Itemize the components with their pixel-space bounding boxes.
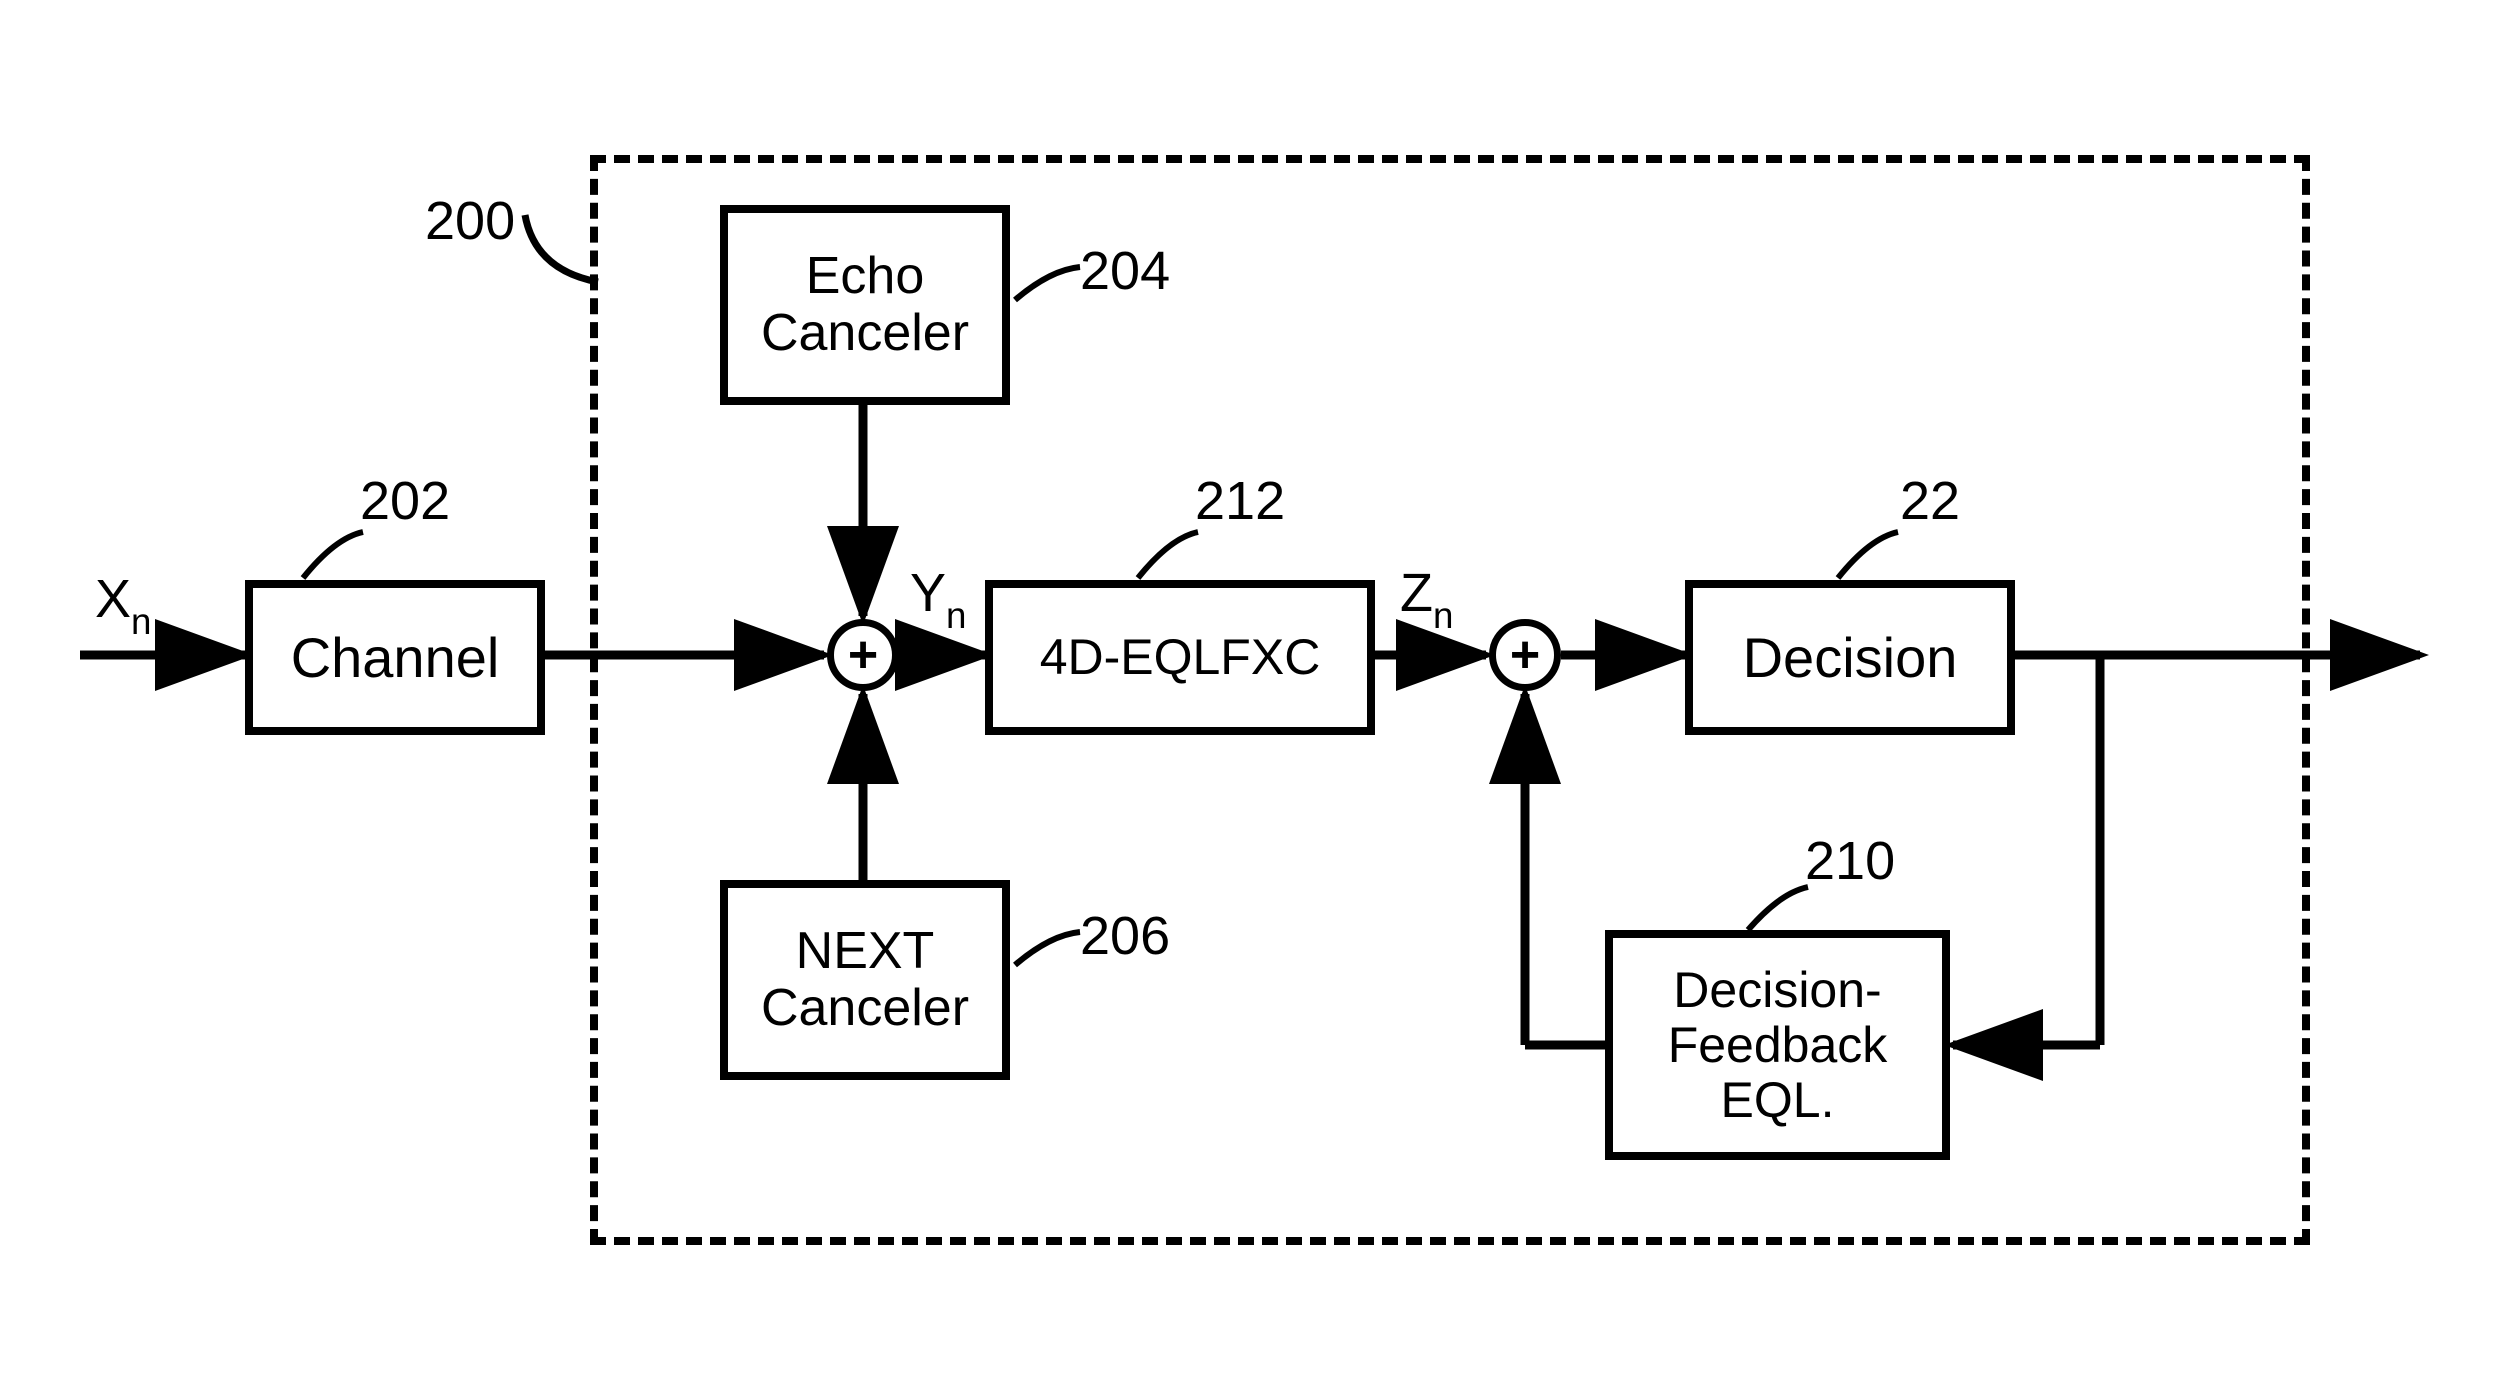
block-echo-canceler: EchoCanceler <box>720 205 1010 405</box>
signal-yn-text: Y <box>910 563 946 623</box>
block-dfe-label: Decision-FeedbackEQL. <box>1668 963 1888 1128</box>
block-echo-label: EchoCanceler <box>761 248 969 362</box>
signal-zn: Zn <box>1400 562 1453 632</box>
block-eql-label: 4D-EQLFXC <box>1040 630 1321 685</box>
signal-xn-sub: n <box>131 601 151 642</box>
ref-206: 206 <box>1080 905 1170 967</box>
signal-zn-sub: n <box>1433 595 1453 636</box>
summer-1: + <box>827 619 899 691</box>
summer-1-symbol: + <box>848 625 878 685</box>
ref-202: 202 <box>360 470 450 532</box>
ref-212: 212 <box>1195 470 1285 532</box>
block-channel: Channel <box>245 580 545 735</box>
block-4d-eqlfxc: 4D-EQLFXC <box>985 580 1375 735</box>
block-next-label: NEXTCanceler <box>761 923 969 1037</box>
ref-210: 210 <box>1805 830 1895 892</box>
signal-xn-text: X <box>95 569 131 629</box>
ref-204: 204 <box>1080 240 1170 302</box>
leader-206 <box>1010 930 1085 970</box>
leader-212 <box>1130 530 1205 585</box>
signal-xn: Xn <box>95 568 151 638</box>
block-dfe: Decision-FeedbackEQL. <box>1605 930 1950 1160</box>
leader-204 <box>1010 265 1085 305</box>
signal-yn: Yn <box>910 562 966 632</box>
block-decision: Decision <box>1685 580 2015 735</box>
leader-202 <box>295 530 370 585</box>
block-next-canceler: NEXTCanceler <box>720 880 1010 1080</box>
block-channel-label: Channel <box>291 627 500 689</box>
leader-210 <box>1740 885 1815 935</box>
leader-22 <box>1830 530 1905 585</box>
diagram-canvas: 200 Channel <box>0 0 2502 1383</box>
signal-zn-text: Z <box>1400 563 1433 623</box>
summer-2-symbol: + <box>1510 625 1540 685</box>
block-decision-label: Decision <box>1743 627 1958 689</box>
summer-2: + <box>1489 619 1561 691</box>
signal-yn-sub: n <box>946 595 966 636</box>
ref-22: 22 <box>1900 470 1960 532</box>
